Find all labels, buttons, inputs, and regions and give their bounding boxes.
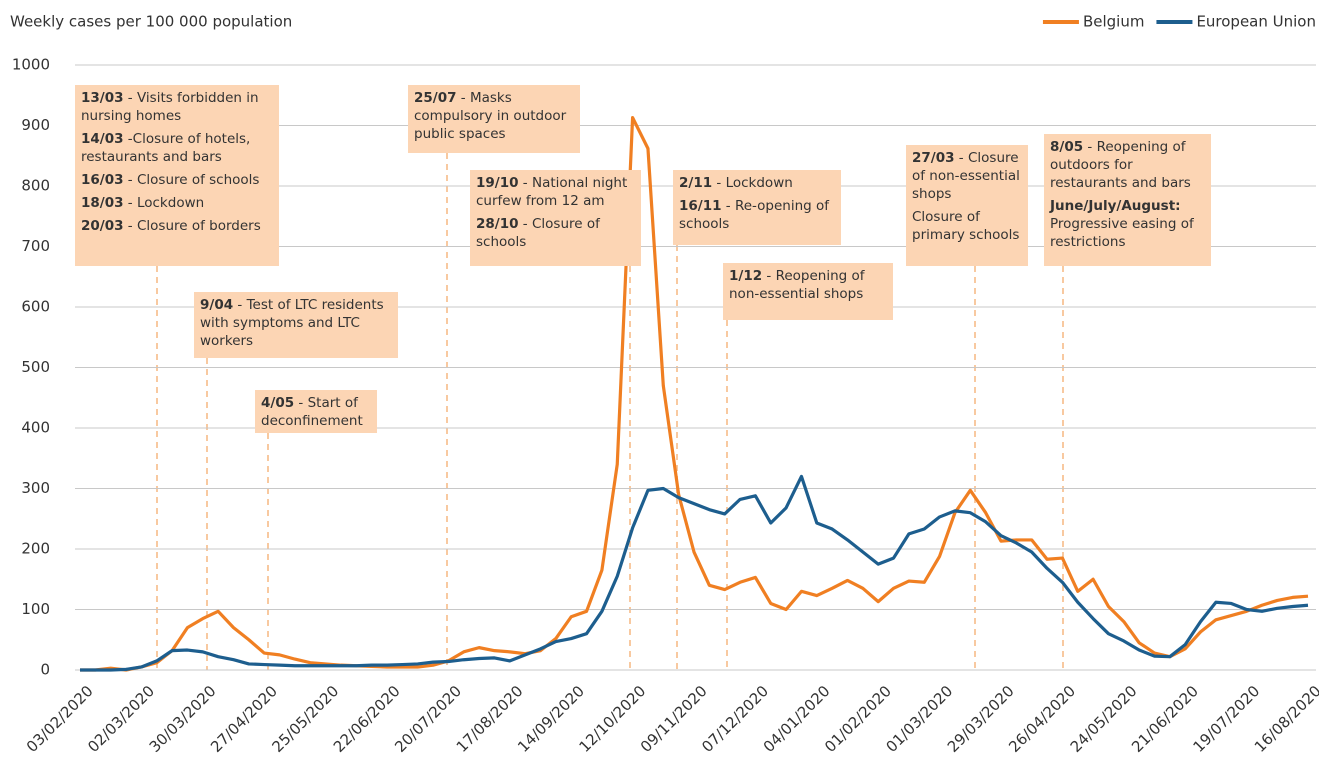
series-line — [80, 116, 1309, 672]
annotation-date: 16/03 — [81, 172, 124, 188]
annotation: 13/03 - Visits forbidden in nursing home… — [75, 85, 279, 266]
annotation-entry: 25/07 - Masks compulsory in outdoor publ… — [414, 89, 574, 143]
annotation-text: - Visits forbidden in nursing homes — [81, 90, 259, 124]
y-tick-label: 700 — [21, 237, 50, 255]
annotation-entry: 9/04 - Test of LTC residents with sympto… — [200, 296, 392, 350]
annotation-entry: 8/05 - Reopening of outdoors for restaur… — [1050, 138, 1205, 192]
annotation-entry: June/July/August: Progressive easing of … — [1050, 197, 1205, 251]
annotation-entry: 20/03 - Closure of borders — [81, 217, 273, 235]
annotation-entry: 28/10 - Closure of schools — [476, 215, 635, 251]
annotation: 1/12 - Reopening of non-essential shops — [723, 263, 893, 320]
annotation-date: 28/10 — [476, 216, 519, 232]
y-tick-label: 400 — [21, 419, 50, 437]
annotation-text: - Reopening of non-essential shops — [729, 268, 865, 302]
annotation-date: 20/03 — [81, 218, 124, 234]
annotation-text: - Closure of schools — [476, 216, 600, 250]
annotation-entry: 16/11 - Re-opening of schools — [679, 197, 835, 233]
annotation-date: 14/03 — [81, 131, 124, 147]
annotation-text: -Closure of hotels, restaurants and bars — [81, 131, 251, 165]
y-tick-label: 600 — [21, 298, 50, 316]
annotation-text: - Closure of non-essential shops — [912, 150, 1020, 202]
annotation: 9/04 - Test of LTC residents with sympto… — [194, 292, 398, 358]
annotation-date: 1/12 — [729, 268, 763, 284]
annotation-date: 25/07 — [414, 90, 457, 106]
annotation: 4/05 - Start of deconfinement — [255, 390, 377, 433]
annotation-date: 9/04 — [200, 297, 234, 313]
annotation-text: - National night curfew from 12 am — [476, 175, 628, 209]
annotation-date: 27/03 — [912, 150, 955, 166]
annotation-entry: 14/03 -Closure of hotels, restaurants an… — [81, 130, 273, 166]
annotation: 27/03 - Closure of non-essential shops Cl… — [906, 145, 1028, 266]
annotation: 19/10 - National night curfew from 12 am… — [470, 170, 641, 266]
annotation-entry: Closure of primary schools — [912, 208, 1022, 244]
y-tick-label: 200 — [21, 540, 50, 558]
annotation-date: 13/03 — [81, 90, 124, 106]
annotation-text: - Closure of borders — [123, 218, 261, 234]
y-tick-label: 800 — [21, 177, 50, 195]
annotation: 8/05 - Reopening of outdoors for restaur… — [1044, 134, 1211, 266]
y-tick-label: 500 — [21, 358, 50, 376]
annotation-entry: 1/12 - Reopening of non-essential shops — [729, 267, 887, 303]
y-tick-label: 1000 — [12, 56, 50, 74]
annotation-date: 18/03 — [81, 195, 124, 211]
annotation-text: - Reopening of outdoors for restaurants … — [1050, 139, 1191, 191]
y-axis-label: Weekly cases per 100 000 population — [10, 13, 292, 31]
annotation-text: - Start of deconfinement — [261, 395, 363, 429]
y-tick-label: 100 — [21, 600, 50, 618]
annotation: 2/11 - Lockdown 16/11 - Re-opening of sch… — [673, 170, 841, 245]
legend-label: Belgium — [1083, 13, 1145, 31]
annotation-text: - Re-opening of schools — [679, 198, 830, 232]
legend-label: European Union — [1196, 13, 1316, 31]
annotation-entry: 2/11 - Lockdown — [679, 174, 835, 192]
annotation-text: - Lockdown — [712, 175, 793, 191]
event-lines — [156, 153, 1064, 670]
annotation-text: Closure of primary schools — [912, 209, 1020, 243]
annotation-text: - Test of LTC residents with symptoms an… — [200, 297, 384, 349]
annotation: 25/07 - Masks compulsory in outdoor publ… — [408, 85, 580, 153]
annotation-entry: 13/03 - Visits forbidden in nursing home… — [81, 89, 273, 125]
annotation-entry: 4/05 - Start of deconfinement — [261, 394, 371, 430]
annotation-entry: 16/03 - Closure of schools — [81, 171, 273, 189]
annotation-text: - Closure of schools — [123, 172, 260, 188]
y-tick-label: 900 — [21, 116, 50, 134]
annotation-entry: 27/03 - Closure of non-essential shops — [912, 149, 1022, 203]
annotation-text: - Masks compulsory in outdoor public spa… — [414, 90, 567, 142]
series-line — [80, 474, 1309, 672]
annotation-text: - Lockdown — [123, 195, 205, 211]
annotation-date: 19/10 — [476, 175, 519, 191]
annotation-entry: 18/03 - Lockdown — [81, 194, 273, 212]
y-tick-label: 0 — [40, 661, 50, 679]
annotation-date: 8/05 — [1050, 139, 1084, 155]
y-tick-label: 300 — [21, 479, 50, 497]
annotation-entry: 19/10 - National night curfew from 12 am — [476, 174, 635, 210]
annotation-text: Progressive easing of restrictions — [1050, 216, 1194, 250]
annotation-date: June/July/August: — [1050, 198, 1181, 214]
annotation-date: 16/11 — [679, 198, 722, 214]
annotation-date: 2/11 — [679, 175, 713, 191]
annotation-date: 4/05 — [261, 395, 295, 411]
